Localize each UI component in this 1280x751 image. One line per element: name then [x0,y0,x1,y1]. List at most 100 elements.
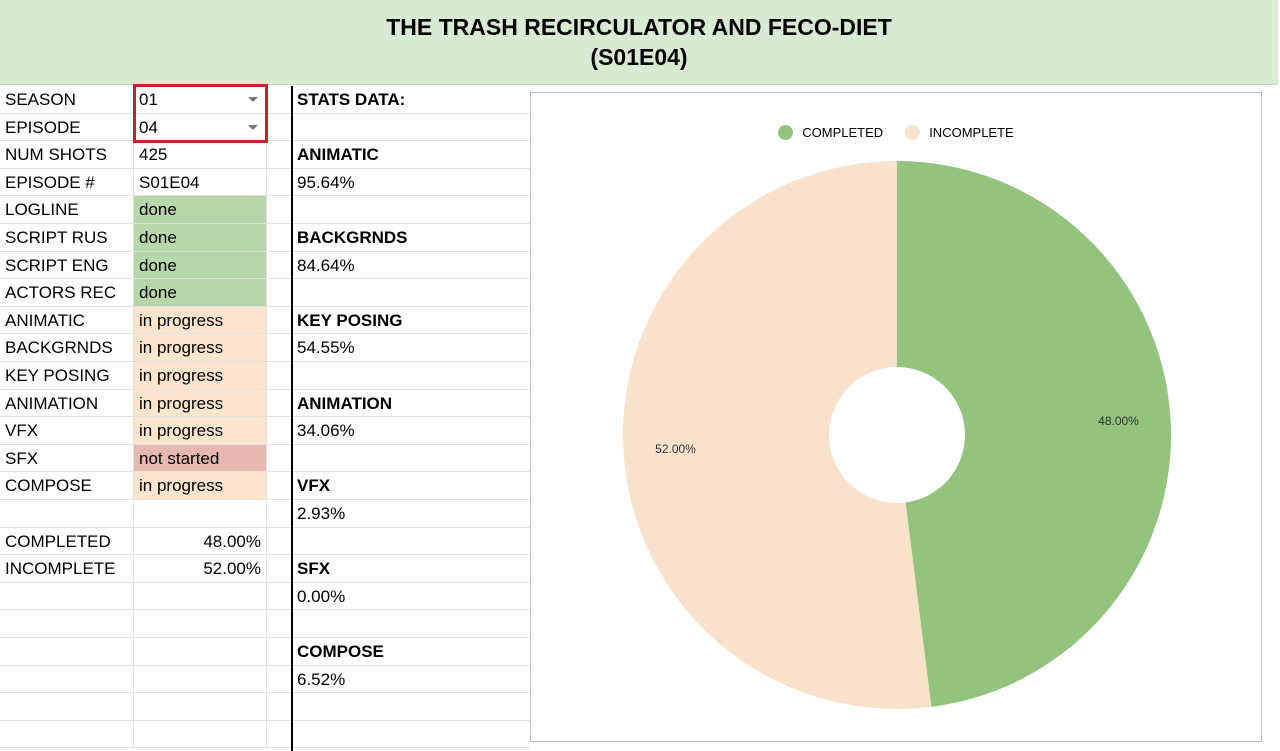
stats-value[interactable]: 34.06% [292,417,530,445]
grid-cell[interactable] [267,279,292,307]
field-label[interactable]: VFX [0,417,134,445]
pie-slice-incomplete[interactable] [623,161,932,709]
field-value[interactable]: in progress [134,334,267,362]
field-value[interactable]: done [134,224,267,252]
field-value[interactable]: done [134,279,267,307]
field-value[interactable]: S01E04 [134,168,267,197]
stats-value[interactable]: 95.64% [292,169,530,197]
grid-cell[interactable] [267,610,292,638]
field-value[interactable]: in progress [134,362,267,390]
grid-cell[interactable] [0,665,134,694]
summary-label[interactable]: INCOMPLETE [0,555,134,583]
field-label[interactable]: COMPOSE [0,472,134,500]
grid-cell[interactable] [134,610,267,638]
summary-value[interactable]: 48.00% [134,527,267,556]
stats-label[interactable]: VFX [292,472,530,500]
grid-cell[interactable] [267,113,292,142]
grid-cell[interactable] [0,638,134,666]
stats-value[interactable]: 2.93% [292,500,530,528]
stats-label[interactable]: SFX [292,555,530,583]
grid-cell[interactable] [267,582,292,611]
pie-slice-completed[interactable] [897,161,1172,707]
field-label[interactable]: ACTORS REC [0,279,134,307]
grid-cell[interactable] [267,665,292,694]
grid-cell[interactable] [0,610,134,638]
stats-label[interactable]: BACKGRNDS [292,224,530,252]
field-label[interactable]: SCRIPT RUS [0,224,134,252]
field-value[interactable]: 425 [134,141,267,169]
grid-cell[interactable] [292,114,530,142]
stats-value[interactable]: 0.00% [292,583,530,611]
stats-label[interactable]: ANIMATION [292,390,530,418]
grid-cell[interactable] [292,196,530,224]
grid-cell[interactable] [0,720,134,749]
grid-cell[interactable] [267,500,292,528]
grid-cell[interactable] [267,168,292,197]
field-label[interactable]: SEASON [0,86,134,114]
grid-cell[interactable] [292,721,530,749]
field-label[interactable]: NUM SHOTS [0,141,134,169]
summary-value[interactable]: 52.00% [134,555,267,583]
grid-cell[interactable] [267,251,292,280]
grid-cell[interactable] [267,224,292,252]
chevron-down-icon[interactable] [248,124,258,130]
pie-chart[interactable]: COMPLETED INCOMPLETE 48.00% 52.00% [530,92,1262,742]
field-label[interactable]: ANIMATION [0,389,134,418]
sheet-title-banner: THE TRASH RECIRCULATOR AND FECO-DIET (S0… [0,0,1278,85]
stats-label[interactable]: KEY POSING [292,307,530,335]
grid-cell[interactable] [267,472,292,500]
grid-cell[interactable] [292,610,530,638]
field-label[interactable]: SFX [0,444,134,473]
grid-cell[interactable] [267,196,292,224]
grid-cell[interactable] [267,527,292,556]
field-value[interactable]: in progress [134,306,267,335]
stats-header[interactable]: STATS DATA: [292,86,530,114]
grid-cell[interactable] [292,445,530,473]
grid-cell[interactable] [267,86,292,114]
field-label[interactable]: ANIMATIC [0,306,134,335]
summary-label[interactable]: COMPLETED [0,527,134,556]
grid-cell[interactable] [267,555,292,583]
grid-cell[interactable] [267,417,292,445]
grid-cell[interactable] [134,638,267,666]
field-value[interactable]: done [134,196,267,224]
grid-cell[interactable] [292,528,530,556]
grid-cell[interactable] [267,693,292,721]
field-label[interactable]: EPISODE # [0,168,134,197]
field-value[interactable]: not started [134,444,267,473]
stats-value[interactable]: 84.64% [292,252,530,280]
grid-cell[interactable] [292,693,530,721]
grid-cell[interactable] [292,279,530,307]
grid-cell[interactable] [134,500,267,528]
grid-cell[interactable] [267,141,292,169]
grid-cell[interactable] [267,306,292,335]
field-value[interactable]: in progress [134,472,267,500]
grid-cell[interactable] [267,638,292,666]
grid-cell[interactable] [267,334,292,362]
grid-cell[interactable] [267,389,292,418]
grid-cell[interactable] [134,582,267,611]
stats-label[interactable]: ANIMATIC [292,141,530,169]
field-label[interactable]: EPISODE [0,113,134,142]
field-label[interactable]: LOGLINE [0,196,134,224]
field-label[interactable]: SCRIPT ENG [0,251,134,280]
grid-cell[interactable] [134,693,267,721]
grid-cell[interactable] [292,362,530,390]
grid-cell[interactable] [134,720,267,749]
stats-value[interactable]: 54.55% [292,334,530,362]
field-value[interactable]: in progress [134,389,267,418]
grid-cell[interactable] [0,500,134,528]
grid-cell[interactable] [267,444,292,473]
grid-cell[interactable] [0,582,134,611]
grid-cell[interactable] [267,362,292,390]
field-label[interactable]: KEY POSING [0,362,134,390]
grid-cell[interactable] [134,665,267,694]
stats-label[interactable]: COMPOSE [292,638,530,666]
stats-value[interactable]: 6.52% [292,666,530,694]
chevron-down-icon[interactable] [248,97,258,102]
field-value[interactable]: done [134,251,267,280]
field-label[interactable]: BACKGRNDS [0,334,134,362]
grid-cell[interactable] [267,720,292,749]
grid-cell[interactable] [0,693,134,721]
field-value[interactable]: in progress [134,417,267,445]
